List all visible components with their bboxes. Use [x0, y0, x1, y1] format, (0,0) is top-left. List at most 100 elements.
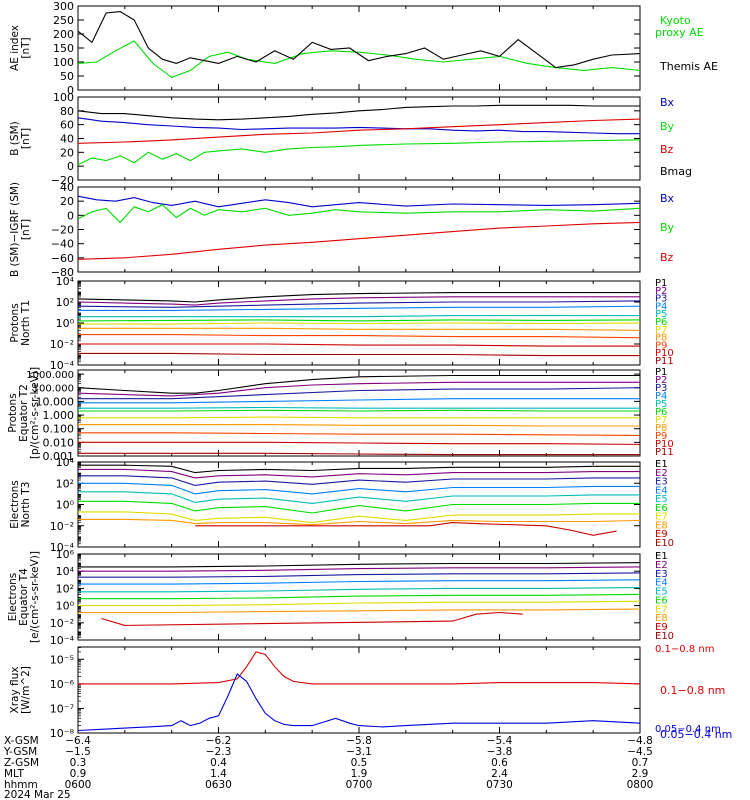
- series-line-e3: [78, 475, 640, 486]
- series-line-e3: [78, 572, 641, 578]
- series-line-e1: [78, 562, 641, 568]
- y-tick-label: 10⁴: [56, 275, 75, 288]
- legend-p9: P9: [655, 340, 667, 351]
- y-tick-label: 0.001: [43, 450, 75, 463]
- legend-xray-short: 0.05−0.4 nm: [660, 728, 732, 741]
- series-line-0-05-0-4-nm: [77, 673, 641, 732]
- legend-p6: P6: [655, 407, 667, 418]
- orbit-value-xgsm: −4.8: [627, 735, 653, 747]
- y-tick-label: 1.000: [43, 409, 75, 422]
- legend-e7: E7: [655, 512, 668, 523]
- y-axis-label: Electrons: [7, 573, 19, 622]
- legend-by: By: [660, 221, 675, 234]
- series-line-e4: [78, 579, 641, 585]
- orbit-value-ygsm: −3.8: [487, 746, 513, 758]
- y-tick-label: 10²: [56, 477, 74, 490]
- y-tick-label: 10⁰: [56, 499, 75, 512]
- legend-by: By: [660, 120, 675, 133]
- panel-frame: [77, 646, 641, 734]
- series-line-p9: [78, 334, 641, 339]
- series-line-bmag: [77, 104, 640, 121]
- y-axis-label: North T3: [20, 482, 32, 528]
- legend-p7: P7: [655, 325, 667, 336]
- y-axis-label: Protons: [9, 303, 21, 342]
- legend-p3: P3: [655, 294, 667, 305]
- legend-e2: E2: [655, 468, 668, 479]
- y-axis-label: Electrons: [9, 480, 21, 529]
- series-line-p8: [78, 327, 641, 331]
- series-line-e1: [78, 464, 640, 474]
- series-line-e5: [78, 491, 640, 504]
- series-line-e6: [78, 500, 640, 514]
- legend-p6: P6: [655, 317, 667, 328]
- orbit-value-ygsm: −3.1: [346, 746, 372, 758]
- legend-e9: E9: [655, 622, 668, 633]
- legend-bmag: Bmag: [660, 165, 692, 178]
- y-axis-label: AE index: [9, 25, 21, 71]
- legend-p9: P9: [655, 431, 667, 442]
- orbit-value-mlt: 2.9: [632, 768, 649, 780]
- orbit-value-hhmm: 0800: [627, 779, 654, 791]
- orbit-value-zgsm: 0.7: [632, 757, 649, 769]
- y-tick-label: 10⁻⁴: [50, 541, 75, 554]
- y-tick-label: 100.000: [33, 384, 74, 395]
- y-tick-label: 80: [60, 105, 74, 118]
- y-axis-label: Protons: [7, 393, 19, 432]
- orbit-row-label: X-GSM: [4, 735, 39, 747]
- series-line-p3: [78, 387, 641, 400]
- series-line-0-1-0-8-nm: [78, 651, 641, 685]
- series-line-p1: [77, 292, 640, 303]
- legend-e10: E10: [655, 631, 674, 642]
- y-axis-label: North T1: [20, 300, 32, 346]
- y-tick-label: 10⁴: [56, 565, 75, 578]
- y-axis-label: [W/m^2]: [20, 666, 32, 714]
- panel-frame: [77, 186, 641, 273]
- y-axis-label: Equator T2: [18, 384, 30, 442]
- legend-xray-long: 0.1−0.8 nm: [660, 684, 725, 697]
- legend-0.05−0.4 nm: 0.05−0.4 nm: [655, 724, 721, 735]
- orbit-value-xgsm: −5.8: [346, 735, 372, 747]
- legend-p11: P11: [655, 447, 674, 458]
- y-axis-label: [nT]: [20, 37, 32, 58]
- y-tick-label: −20: [51, 174, 74, 187]
- series-line-p7: [78, 322, 641, 325]
- legend-p2: P2: [655, 286, 667, 297]
- legend-kyoto-proxy-ae: Kyoto: [660, 14, 691, 27]
- legend-p5: P5: [655, 399, 667, 410]
- y-tick-label: 0: [67, 84, 74, 97]
- legend-e6: E6: [655, 595, 668, 606]
- legend-e1: E1: [655, 551, 668, 562]
- legend-p7: P7: [655, 415, 667, 426]
- y-tick-label: −40: [51, 238, 74, 251]
- legend-e9: E9: [655, 529, 668, 540]
- y-axis-label: [p/(cm²-s-sr-keV)]: [29, 367, 41, 459]
- orbit-value-mlt: 1.4: [210, 768, 227, 780]
- series-line-p2: [77, 296, 640, 306]
- y-tick-label: 40: [60, 181, 74, 194]
- y-tick-label: 200: [53, 28, 74, 41]
- orbit-value-ygsm: −1.5: [65, 746, 91, 758]
- y-tick-label: 150: [53, 42, 74, 55]
- series-line-bx: [77, 117, 640, 135]
- panel-frame: [77, 96, 641, 181]
- orbit-value-ygsm: −4.5: [627, 746, 653, 758]
- y-tick-label: 10²: [56, 582, 74, 595]
- series-line-by: [77, 204, 641, 224]
- legend-p10: P10: [655, 439, 674, 450]
- y-tick-label: 0: [67, 209, 74, 222]
- y-axis-label: [nT]: [20, 128, 32, 149]
- orbit-value-hhmm: 0730: [486, 779, 513, 791]
- series-line-e9: [101, 611, 523, 626]
- orbit-value-xgsm: −5.4: [487, 735, 513, 747]
- orbit-value-ygsm: −2.3: [206, 746, 232, 758]
- y-tick-label: 20: [60, 195, 74, 208]
- orbit-value-zgsm: 0.3: [70, 757, 87, 769]
- y-tick-label: 10⁰: [56, 600, 75, 613]
- orbit-value-mlt: 1.9: [351, 768, 368, 780]
- series-line-e8: [78, 608, 641, 614]
- series-line-p5: [78, 406, 640, 409]
- y-tick-label: 10⁰: [56, 317, 75, 330]
- y-tick-label: 300: [53, 0, 74, 13]
- series-line-p2: [77, 381, 640, 397]
